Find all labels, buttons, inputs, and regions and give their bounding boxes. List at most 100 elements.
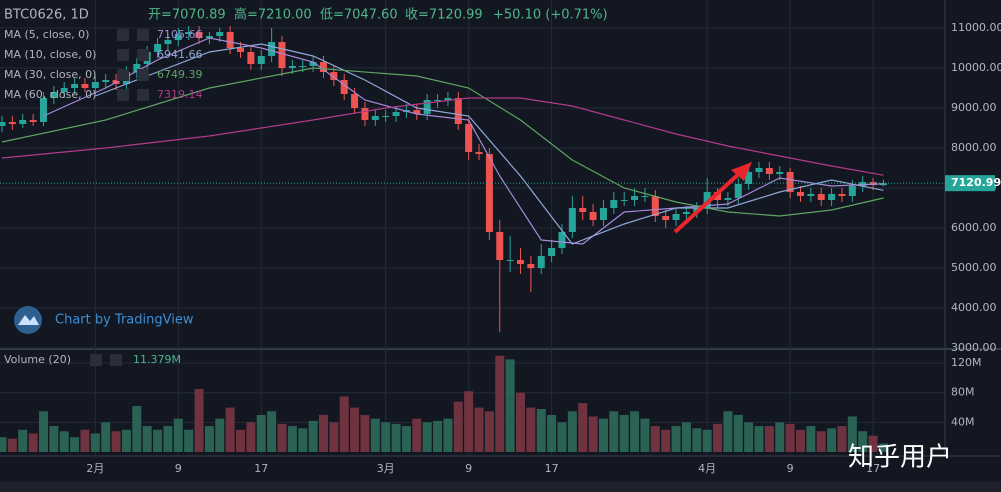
- volume-bar: [111, 431, 121, 452]
- candle-body: [29, 120, 37, 122]
- candle-body: [465, 124, 473, 152]
- y-tick-label: 120M: [951, 356, 982, 369]
- volume-bar: [246, 422, 256, 452]
- tv-logo-glyph: [18, 315, 39, 325]
- candle-body: [506, 260, 514, 261]
- volume-bar: [370, 418, 380, 452]
- readout: 高=7210.00: [234, 7, 312, 23]
- x-tick-label: 17: [254, 462, 268, 475]
- legend-value: 6941.66: [157, 48, 203, 61]
- candle-body: [361, 108, 369, 120]
- x-tick-label: 3月: [377, 462, 395, 475]
- candle-body: [662, 216, 670, 220]
- volume-bar: [484, 411, 494, 452]
- volume-bar: [225, 407, 235, 452]
- candle-body: [859, 182, 867, 186]
- legend-name: MA (60, close, 0): [4, 88, 96, 101]
- candle-body: [734, 184, 742, 198]
- x-tick-label: 2月: [86, 462, 104, 475]
- volume-bar: [236, 429, 246, 452]
- candle-body: [309, 62, 317, 66]
- x-tick-label: 9: [787, 462, 794, 475]
- candle-body: [817, 194, 825, 200]
- volume-bar: [702, 429, 712, 452]
- candle-body: [682, 212, 690, 214]
- legend-close: [137, 49, 149, 61]
- y-tick-label: 80M: [951, 386, 975, 399]
- candle-body: [174, 34, 182, 40]
- volume-bar: [578, 403, 588, 452]
- candle-body: [50, 92, 58, 98]
- volume-bar: [7, 438, 17, 452]
- candle-body: [60, 88, 68, 92]
- legend-close: [137, 29, 149, 41]
- annotation-arrow-head: [731, 162, 752, 181]
- volume-bar: [495, 355, 505, 452]
- volume-bar: [173, 418, 183, 452]
- volume-bar: [308, 420, 318, 452]
- volume-bar: [360, 414, 370, 452]
- candle-body: [724, 198, 732, 200]
- candle-body: [765, 168, 773, 174]
- volume-bar: [671, 426, 681, 452]
- candle-body: [755, 168, 763, 172]
- candle-body: [288, 66, 296, 68]
- volume-bar: [401, 426, 411, 452]
- last-price-label: 7120.99: [951, 176, 1001, 189]
- legend-value: 7319.14: [157, 88, 203, 101]
- volume-bar: [90, 433, 100, 452]
- close-icon[interactable]: [110, 354, 122, 366]
- volume-bar: [837, 426, 847, 452]
- last-price-box: [945, 175, 995, 192]
- candle-body: [299, 66, 307, 67]
- candle-body: [71, 84, 79, 88]
- volume-bar: [661, 429, 671, 452]
- volume-bar: [184, 429, 194, 452]
- candle-body: [91, 82, 99, 88]
- volume-bar: [153, 429, 163, 452]
- volume-bar: [329, 422, 339, 452]
- volume-bar: [121, 429, 131, 452]
- candle-body: [133, 64, 141, 72]
- y-tick-label: 11000.00: [951, 21, 1001, 34]
- candle-body: [154, 44, 162, 52]
- annotation-arrow: [673, 169, 744, 234]
- candle-body: [568, 208, 576, 232]
- legend-value: 7105.66: [157, 28, 203, 41]
- volume-bar: [381, 422, 391, 452]
- candle-body: [879, 183, 887, 186]
- volume-bar: [318, 414, 328, 452]
- volume-bar: [681, 422, 691, 452]
- volume-bar: [204, 426, 214, 452]
- volume-bar: [536, 409, 546, 452]
- readout: 开=7070.89: [148, 8, 226, 23]
- volume-bar: [806, 426, 816, 452]
- x-tick-label: 17: [545, 462, 559, 475]
- candle-body: [351, 94, 359, 108]
- readout: 低=7047.60: [320, 8, 398, 23]
- legend-settings: [117, 29, 129, 41]
- candle-body: [434, 100, 442, 101]
- candle-body: [8, 122, 16, 124]
- candle-body: [0, 122, 6, 126]
- volume-bar: [547, 414, 557, 452]
- settings-icon[interactable]: [90, 354, 102, 366]
- volume-bar: [433, 420, 443, 452]
- candle-body: [579, 208, 587, 212]
- legend-name: MA (5, close, 0): [4, 28, 89, 41]
- y-tick-label: 3000.00: [951, 341, 997, 354]
- y-tick-label: 5000.00: [951, 261, 997, 274]
- x-tick-label: 4月: [698, 462, 716, 475]
- candle-body: [838, 194, 846, 196]
- ma-line: [1, 97, 884, 176]
- candle-body: [268, 42, 276, 56]
- volume-bar: [80, 429, 90, 452]
- candle-body: [423, 100, 431, 114]
- candle-body: [485, 154, 493, 232]
- volume-bar: [38, 411, 48, 452]
- volume-bar: [28, 433, 38, 452]
- volume-bar: [391, 423, 401, 452]
- candle-body: [496, 232, 504, 260]
- volume-bar: [816, 431, 826, 452]
- volume-bar: [256, 414, 266, 452]
